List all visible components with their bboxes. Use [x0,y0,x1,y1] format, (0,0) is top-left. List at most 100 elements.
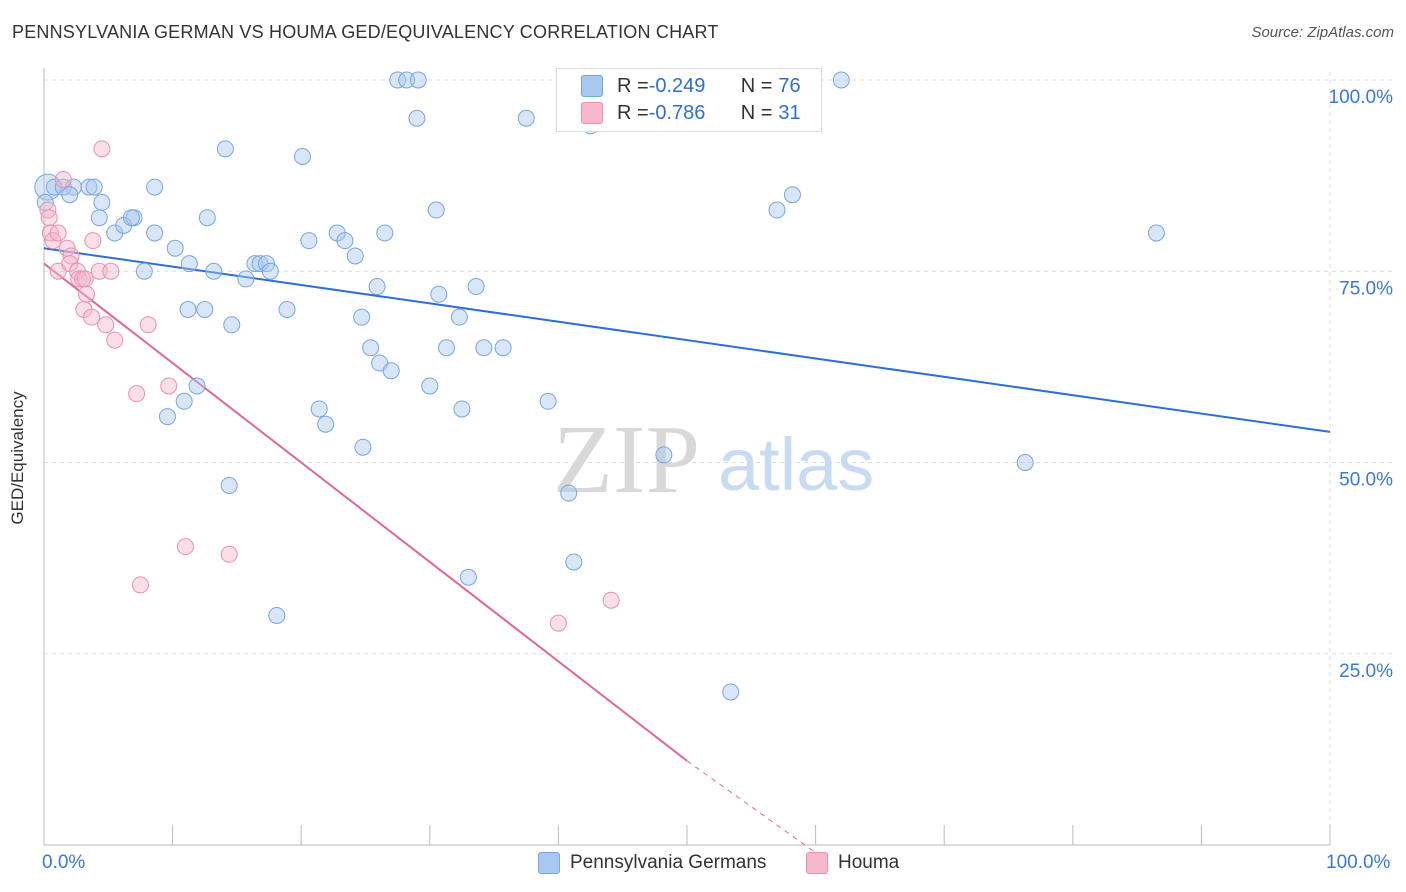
data-point-pennsylvania-germans [421,377,439,395]
data-point-pennsylvania-germans [220,476,238,494]
y-axis-label: GED/Equivalency [8,391,27,525]
data-point-houma [106,331,124,349]
legend-row-series2: R = -0.786 N = 31 [581,100,801,126]
data-point-pennsylvania-germans [237,270,255,288]
legend-swatch-blue [538,852,560,874]
data-point-houma [549,614,567,632]
data-point-pennsylvania-germans [768,201,786,219]
data-point-pennsylvania-germans [655,446,673,464]
chart-title: PENNSYLVANIA GERMAN VS HOUMA GED/EQUIVAL… [12,22,719,42]
legend-series-name: Pennsylvania Germans [570,852,767,873]
watermark-zip: ZIP [553,406,700,514]
data-point-pennsylvania-germans [467,278,485,296]
data-point-pennsylvania-germans [382,362,400,380]
data-point-pennsylvania-germans [175,392,193,410]
data-point-houma [70,270,88,288]
data-point-pennsylvania-germans [722,683,740,701]
legend-swatch-pink [806,852,828,874]
data-point-pennsylvania-germans [310,400,328,418]
data-point-houma [84,232,102,250]
data-point-houma [40,209,58,227]
source-label: Source: ZipAtlas.com [1251,24,1394,41]
data-point-pennsylvania-germans [438,339,456,357]
data-point-pennsylvania-germans [90,209,108,227]
data-point-houma [83,308,101,326]
data-point-pennsylvania-germans [317,415,335,433]
data-point-pennsylvania-germans [180,255,198,273]
legend-row-series1: R = -0.249 N = 76 [581,73,801,99]
trend-line-houma-extension [686,760,816,854]
legend-swatch-pink [581,102,603,124]
data-point-pennsylvania-germans [408,109,426,127]
data-point-pennsylvania-germans [293,148,311,165]
data-point-pennsylvania-germans [246,255,264,273]
data-point-houma [160,377,178,395]
data-point-pennsylvania-germans [188,377,206,395]
data-point-pennsylvania-germans [783,186,801,204]
data-point-pennsylvania-germans [453,400,471,418]
data-point-pennsylvania-germans [430,285,448,303]
data-point-pennsylvania-germans [80,178,98,196]
data-point-pennsylvania-germans [376,224,394,242]
data-point-pennsylvania-germans [336,232,354,250]
legend-n-label: N = [740,74,773,97]
y-tick-label: 25.0% [1339,661,1393,682]
data-point-pennsylvania-germans [196,301,214,318]
data-point-pennsylvania-germans [560,484,578,502]
data-point-houma [54,170,72,188]
data-point-houma [102,262,120,280]
data-point-pennsylvania-germans [565,553,583,571]
axes [43,68,1331,846]
data-point-pennsylvania-germans [122,209,140,227]
data-point-pennsylvania-germans [278,301,296,318]
data-point-pennsylvania-germans [300,232,318,250]
data-point-houma [90,262,108,280]
y-tick-labels: 100.0% 75.0% 50.0% 25.0% [1329,87,1394,682]
data-point-pennsylvania-germans [832,71,850,89]
trend-lines [43,247,1331,854]
data-point-pennsylvania-germans [1147,224,1165,242]
data-points [34,71,1165,701]
data-point-pennsylvania-germans [198,209,216,227]
legend-r-label: R = [617,74,649,97]
data-point-pennsylvania-germans [216,140,234,158]
data-point-houma [97,316,115,334]
watermark-atlas: atlas [718,423,874,506]
data-point-pennsylvania-germans [146,178,164,196]
legend-n-label: N = [740,101,773,124]
data-point-houma [176,538,194,556]
data-point-pennsylvania-germans [93,193,111,211]
x-tick-label-max: 100.0% [1326,852,1391,873]
data-point-houma [77,285,95,303]
data-point-pennsylvania-germans [494,339,512,357]
data-point-pennsylvania-germans [450,308,468,326]
data-point-pennsylvania-germans [389,71,407,89]
data-point-pennsylvania-germans [166,239,184,257]
data-point-houma [131,576,149,594]
data-point-pennsylvania-germans [85,178,103,196]
trend-line-houma [43,262,688,762]
data-point-houma [128,385,146,403]
data-point-pennsylvania-germans [368,278,386,296]
data-point-pennsylvania-germans [409,71,427,89]
legend-item-pennsylvania-germans: Pennsylvania Germans [538,852,766,874]
data-point-pennsylvania-germans [268,607,286,624]
trend-line-pennsylvania-germans [43,247,1331,433]
legend-item-houma: Houma [806,852,899,874]
correlation-legend: R = -0.249 N = 76 R = -0.786 N = 31 [556,68,822,132]
data-point-houma [139,316,157,334]
data-point-pennsylvania-germans [362,339,380,357]
data-point-pennsylvania-germans [158,408,176,426]
legend-n-value: 76 [778,74,801,97]
data-point-pennsylvania-germans [146,224,164,242]
data-point-pennsylvania-germans [398,71,416,89]
y-tick-label: 50.0% [1339,470,1393,491]
data-point-pennsylvania-germans [539,392,557,410]
watermark: ZIP atlas [553,406,874,514]
data-point-pennsylvania-germans [353,308,371,326]
legend-r-value: -0.249 [648,74,706,97]
y-tick-label: 100.0% [1329,87,1394,108]
data-point-pennsylvania-germans [205,262,223,280]
legend-series-name: Houma [838,852,900,873]
